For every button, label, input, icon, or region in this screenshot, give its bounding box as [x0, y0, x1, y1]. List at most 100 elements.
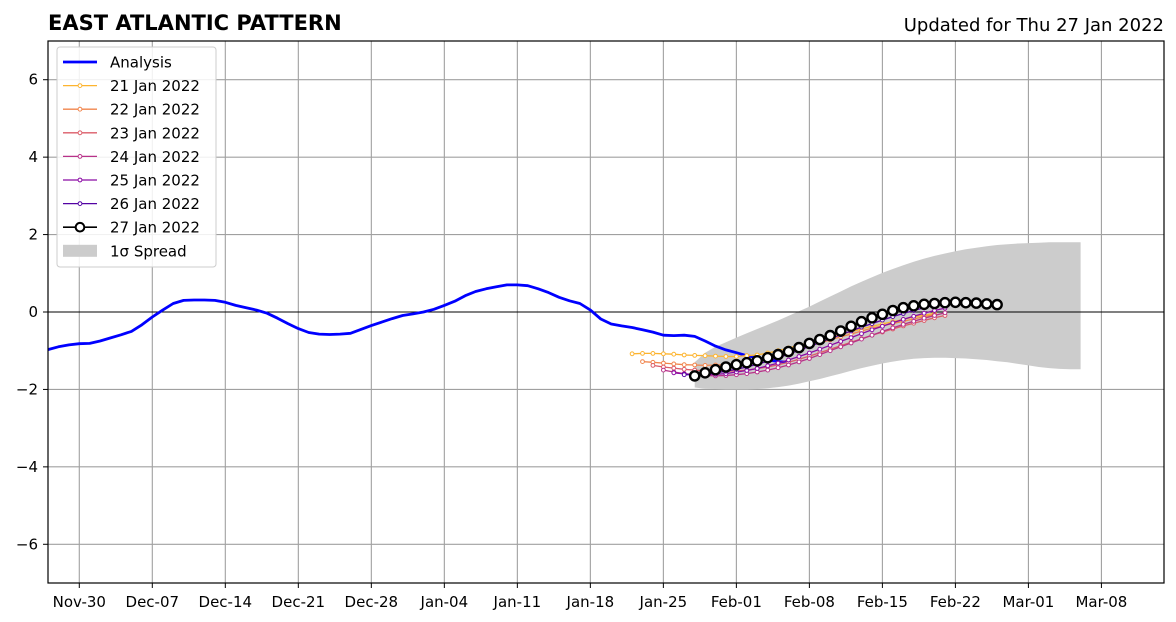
y-tick-label: −2: [16, 380, 38, 398]
forecast-point: [661, 367, 666, 373]
forecast-main-point: [949, 296, 962, 309]
forecast-main-point: [855, 315, 868, 328]
forecast-main-point: [928, 297, 941, 310]
legend-item: 21 Jan 2022: [63, 77, 200, 95]
forecast-point: [817, 352, 823, 358]
legend-swatch-marker: [77, 154, 83, 159]
forecast-main-point: [803, 337, 816, 350]
forecast-point: [880, 329, 885, 334]
forecast-main-point: [887, 304, 899, 317]
legend-swatch-marker: [77, 177, 83, 183]
legend-label: 26 Jan 2022: [110, 195, 200, 213]
legend-label: Analysis: [110, 54, 172, 72]
forecast-point: [838, 344, 844, 350]
legend-swatch-marker: [77, 106, 83, 112]
forecast-point: [702, 363, 708, 368]
forecast-point: [807, 356, 812, 361]
forecast-point: [869, 327, 875, 333]
forecast-point: [629, 351, 635, 357]
legend-label: 24 Jan 2022: [110, 148, 200, 166]
legend-swatch-marker: [77, 83, 83, 88]
forecast-main-point: [991, 298, 1003, 311]
forecast-point: [765, 367, 771, 373]
forecast-point: [681, 362, 687, 368]
forecast-point: [890, 320, 896, 326]
x-tick-label: Nov-30: [53, 593, 106, 611]
legend: Analysis 21 Jan 2022 22 Jan 2022 23 Jan 202…: [56, 46, 217, 268]
x-tick-label: Jan-04: [420, 593, 469, 611]
forecast-point: [796, 359, 802, 365]
y-tick-label: −4: [16, 458, 38, 476]
y-tick-label: 0: [28, 303, 38, 321]
forecast-point: [932, 313, 937, 318]
forecast-point: [671, 351, 677, 357]
forecast-point: [848, 335, 854, 341]
legend-swatch-marker: [74, 221, 86, 233]
legend-swatch-marker: [77, 201, 83, 207]
legend-item: 1σ Spread: [63, 242, 187, 260]
forecast-point: [900, 322, 906, 327]
x-tick-label: Jan-25: [639, 593, 688, 611]
legend-label: 1σ Spread: [110, 242, 187, 260]
legend-item: 27 Jan 2022: [63, 219, 200, 237]
legend-label: 23 Jan 2022: [110, 124, 200, 142]
forecast-point: [713, 353, 718, 359]
forecast-main-point: [720, 361, 732, 373]
forecast-point: [640, 351, 645, 356]
x-tick-label: Dec-07: [126, 593, 180, 611]
forecast-main-point: [772, 348, 784, 361]
forecast-main-point: [751, 354, 764, 367]
y-tick-label: 2: [28, 226, 38, 244]
forecast-main-point: [741, 356, 753, 369]
forecast-main-point: [866, 311, 878, 324]
forecast-point: [681, 372, 687, 378]
forecast-point: [754, 366, 760, 371]
forecast-main-point: [970, 297, 983, 309]
forecast-point: [869, 332, 875, 338]
y-tick-label: 4: [28, 148, 38, 166]
forecast-main-point: [814, 333, 826, 346]
x-tick-label: Mar-08: [1075, 593, 1127, 611]
forecast-main-point: [730, 358, 743, 371]
forecast-main-point: [793, 341, 805, 354]
forecast-point: [848, 340, 854, 346]
x-tick-label: Feb-15: [857, 593, 908, 611]
legend-item: Analysis: [63, 54, 172, 72]
forecast-point: [786, 362, 791, 368]
forecast-point: [640, 359, 645, 365]
forecast-main-point: [699, 366, 711, 379]
forecast-point: [692, 353, 698, 358]
forecast-main-point: [907, 299, 920, 312]
forecast-main-point: [834, 325, 847, 337]
x-tick-label: Feb-08: [784, 593, 835, 611]
forecast-point: [671, 370, 677, 376]
forecast-point: [911, 313, 917, 319]
forecast-point: [921, 310, 927, 316]
forecast-point: [681, 366, 687, 372]
forecast-point: [671, 365, 677, 371]
forecast-point: [921, 315, 927, 321]
forecast-point: [911, 318, 917, 324]
plot-area: [48, 242, 1164, 390]
forecast-point: [775, 365, 781, 371]
forecast-point: [890, 325, 896, 331]
forecast-main-point: [845, 320, 857, 333]
legend-item: 23 Jan 2022: [63, 124, 200, 142]
forecast-point: [650, 363, 656, 368]
legend-box: [56, 46, 217, 268]
forecast-point: [692, 362, 698, 368]
forecast-main-point: [824, 329, 837, 342]
forecast-point: [900, 317, 906, 322]
forecast-point: [827, 342, 833, 348]
forecast-main-series: [688, 296, 1003, 382]
forecast-point: [880, 323, 885, 329]
forecast-main-point: [939, 296, 951, 309]
x-tick-label: Dec-28: [345, 593, 399, 611]
x-tick-label: Feb-22: [930, 593, 981, 611]
legend-swatch-patch: [63, 244, 97, 257]
forecast-point: [681, 352, 687, 358]
forecast-point: [786, 357, 791, 363]
forecast-main-point: [918, 298, 930, 311]
forecast-point: [817, 346, 823, 352]
